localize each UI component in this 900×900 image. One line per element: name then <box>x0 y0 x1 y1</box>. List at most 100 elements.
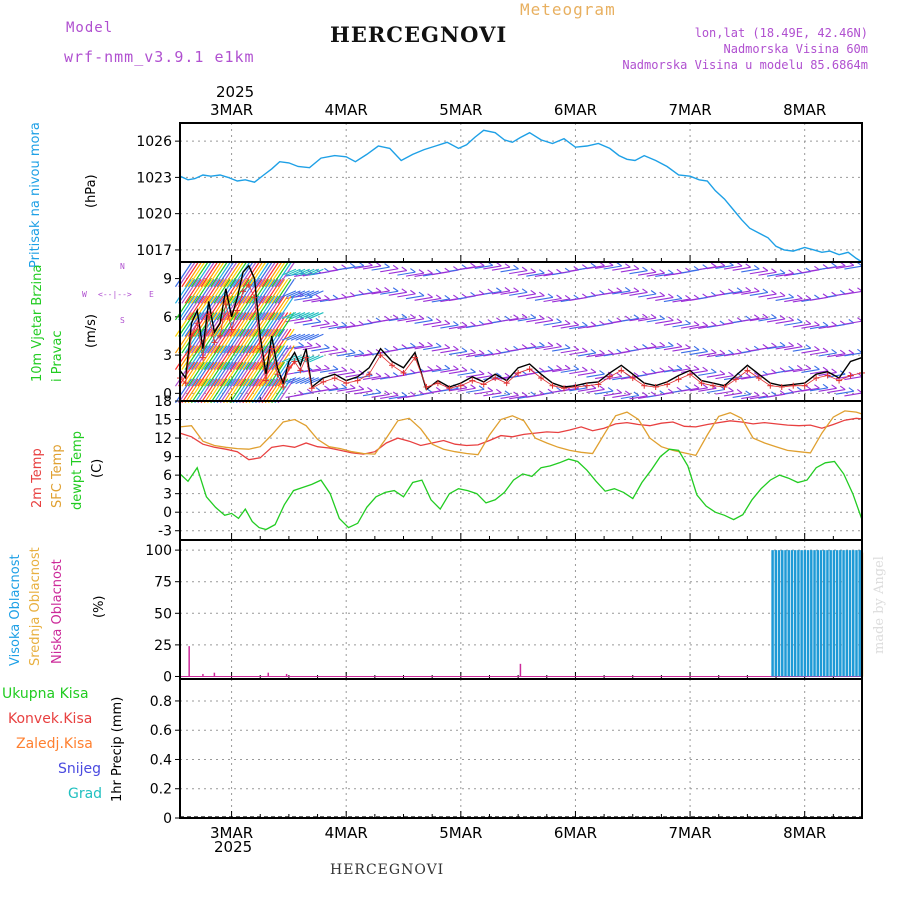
wind-arrow <box>741 268 760 273</box>
wind-arrow <box>294 319 313 324</box>
wind-arrow-head <box>349 262 356 268</box>
top-day-label: 5MAR <box>439 101 482 119</box>
wind-arrow-head <box>667 293 674 298</box>
wind-arrow-dense <box>248 278 266 304</box>
wind-arrow-head <box>564 364 571 370</box>
wind-arrow-head <box>745 390 751 395</box>
wind-arrow-head <box>693 345 700 351</box>
wind-arrow-dense <box>242 278 260 304</box>
wind-arrow-head <box>504 315 511 321</box>
wind-arrow-head <box>461 366 468 372</box>
wind-arrow-dense <box>239 262 257 288</box>
wind-arrow-head <box>848 288 855 293</box>
wind-arrow-head <box>306 341 313 347</box>
wind-arrow <box>612 290 631 295</box>
wind-arrow-head <box>745 372 751 378</box>
wind-arrow <box>715 390 734 395</box>
wind-arrow <box>371 266 390 271</box>
wind-arrow <box>388 270 407 275</box>
wind-arrow <box>491 290 511 295</box>
wind-arrow <box>577 371 596 376</box>
wind-arrow-dense <box>174 328 192 354</box>
wind-arrow <box>732 393 751 399</box>
wind-arrow-dense <box>264 278 282 304</box>
wind-arrow-dense <box>223 345 241 370</box>
wind-arrow-dense <box>232 328 250 354</box>
wind-arrow-head <box>805 385 812 390</box>
wind-arrow-dense <box>239 361 257 387</box>
wind-arrow-head <box>461 347 468 352</box>
wind-arrow-head <box>358 385 365 390</box>
wind-arrow-head <box>667 341 674 347</box>
wind-arrow <box>311 347 330 352</box>
wind-arrow-transition <box>295 377 310 385</box>
wind-arrow <box>629 291 648 296</box>
wind-arrow-head <box>410 268 416 273</box>
wind-arrow-dense <box>235 378 253 404</box>
wind-arrow-head <box>375 287 382 292</box>
top-day-label: 3MAR <box>210 101 253 119</box>
wind-arrow-head <box>624 263 631 268</box>
wind-arrow-head <box>659 341 665 347</box>
wind-arrow-transition <box>304 333 320 341</box>
wind-arrow-dense <box>216 361 234 387</box>
wind-arrow <box>698 387 717 392</box>
wind-arrow-dense <box>197 295 215 321</box>
wind-arrow-head <box>384 372 390 378</box>
wind-arrow-head <box>341 383 347 389</box>
wind-arrow-dense <box>251 345 269 370</box>
wind-arrow-dense <box>258 312 276 337</box>
wind-arrow <box>371 290 390 295</box>
wind-arrow-dense <box>207 378 225 404</box>
wind-arrow-head <box>667 269 674 274</box>
wind-arrow-dense <box>216 262 234 288</box>
wind-arrow <box>466 353 485 358</box>
wind-arrow-dense <box>226 361 244 387</box>
wind-arrow <box>775 319 794 325</box>
wind-arrow <box>362 375 382 381</box>
wind-arrow-head <box>556 386 562 392</box>
wind-arrow <box>345 265 364 270</box>
wind-arrow-head <box>814 365 820 370</box>
wind-arrow <box>526 295 545 300</box>
wind-arrow-dense <box>274 295 292 321</box>
wind-arrow-head <box>779 269 786 274</box>
wind-arrow-head <box>332 345 339 351</box>
wind-arrow-head <box>324 385 330 390</box>
wind-arrow-dense <box>207 278 225 304</box>
wind-arrow <box>620 290 639 295</box>
wind-arrow-dense <box>203 345 221 370</box>
wind-arrow-head <box>616 287 623 292</box>
wind-arrow-head <box>814 321 820 326</box>
wind-arrow-head <box>341 347 347 352</box>
wind-arrow <box>792 347 811 352</box>
wind-arrow-head <box>375 261 382 267</box>
wind-arrow <box>655 272 674 277</box>
wind-arrow <box>672 298 691 303</box>
wind-arrow-dense <box>229 278 247 304</box>
wind-arrow-transition <box>300 290 315 298</box>
wind-arrow-head <box>401 313 408 319</box>
wind-arrow-dense <box>274 328 292 354</box>
wind-arrow <box>603 265 622 270</box>
wind-arrow-dense <box>251 278 269 304</box>
wind-arrow-head <box>410 391 416 396</box>
wind-arrow-dense <box>248 262 266 288</box>
wind-arrow <box>801 349 820 354</box>
wind-arrow <box>637 317 657 322</box>
wind-arrow-head <box>728 371 734 377</box>
wind-arrow-dense <box>242 262 260 288</box>
wind-arrow-head <box>453 345 459 351</box>
wind-arrow <box>362 265 382 270</box>
wind-arrow-head <box>556 364 562 370</box>
wind-arrow-dense <box>242 328 260 354</box>
wind-arrow-head <box>599 370 605 375</box>
wind-arrow <box>371 376 390 381</box>
wind-arrow-dense <box>200 278 218 304</box>
wind-arrow <box>844 392 863 397</box>
wind-arrow-dense <box>235 295 253 321</box>
wind-arrow-dense <box>187 328 205 354</box>
wind-arrow-head <box>435 365 442 370</box>
wind-arrow <box>466 265 485 270</box>
wind-arrow <box>663 346 682 351</box>
